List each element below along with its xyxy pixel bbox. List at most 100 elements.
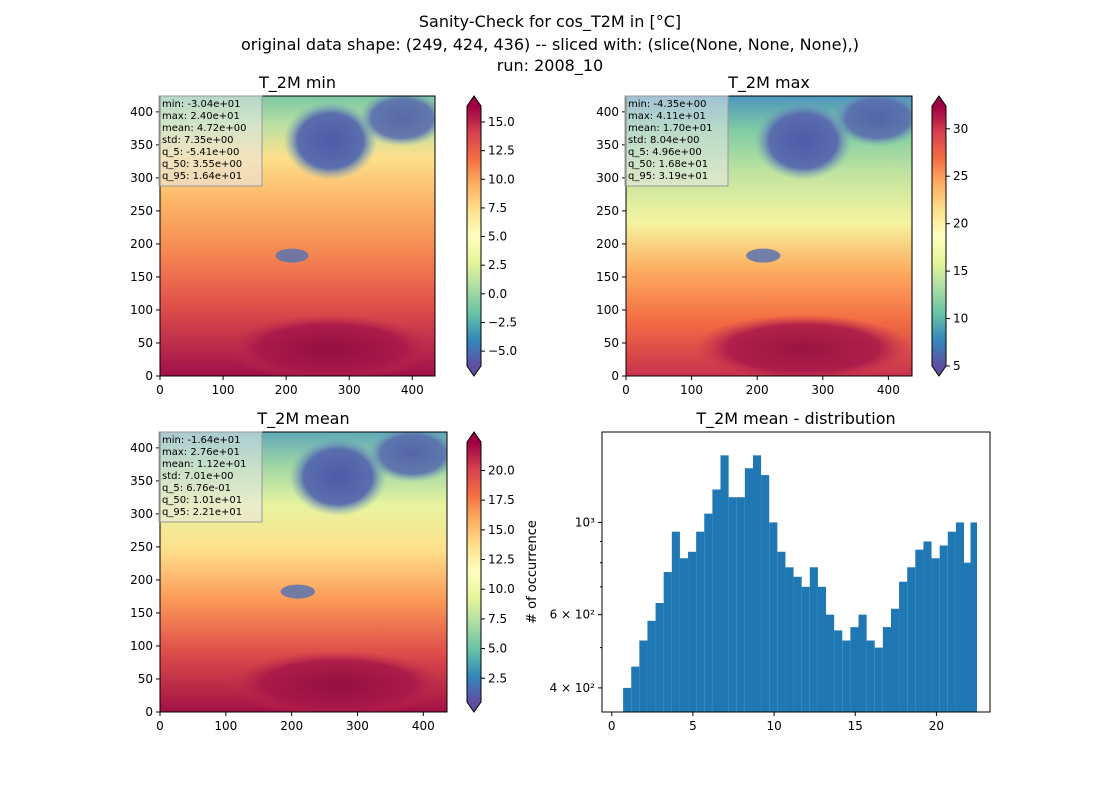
- y-tick-label: 300: [130, 507, 153, 521]
- histogram-bar: [939, 545, 948, 712]
- stats-line: std: 7.01e+00: [162, 471, 234, 482]
- stats-line: q_50: 1.01e+01: [162, 495, 242, 506]
- y-tick-label: 200: [130, 573, 153, 587]
- y-tick-label: 150: [130, 606, 153, 620]
- cold-region-alps: [746, 248, 781, 263]
- y-tick-label: 6 × 10²: [550, 608, 596, 622]
- y-tick-label: 400: [596, 105, 619, 119]
- histogram-bar: [663, 571, 672, 712]
- histogram-bar: [744, 468, 753, 712]
- colorbar-extend-bottom: [932, 366, 946, 376]
- colorbar-tick-label: 15.0: [488, 523, 515, 537]
- histogram-bar: [890, 608, 900, 712]
- y-tick-label: 200: [130, 237, 153, 251]
- map-panel-1: T_2M max 0 100 200 300 400 0 50 100 150 200 250 300 3…: [596, 73, 968, 397]
- hot-region-south: [694, 314, 912, 376]
- histogram-bar: [874, 647, 883, 712]
- y-tick-label: 50: [138, 336, 153, 350]
- stats-line: q_5: 6.76e-01: [162, 483, 231, 494]
- y-tick-label: 300: [596, 171, 619, 185]
- histogram-title: T_2M mean - distribution: [695, 409, 895, 429]
- y-tick-label: 300: [130, 171, 153, 185]
- map-frame: [625, 95, 913, 377]
- histogram-bar: [671, 531, 680, 712]
- map-panel-0: T_2M min 0 100 200 300 400 0 50 100 150 200 250 300 3…: [130, 73, 517, 397]
- cold-region-north: [283, 101, 378, 180]
- stats-line: mean: 1.70e+01: [628, 123, 712, 134]
- colorbar-tick-label: 5: [953, 359, 961, 373]
- stats-box: [158, 431, 263, 523]
- x-tick-label: 15: [848, 719, 863, 733]
- colorbar: [467, 442, 481, 702]
- histogram-bar: [809, 567, 818, 712]
- y-tick-label: 200: [596, 237, 619, 251]
- histogram-bar: [720, 455, 729, 712]
- histogram-bar: [679, 558, 689, 712]
- histogram-bar: [631, 666, 640, 712]
- cold-region-north: [289, 437, 387, 516]
- colorbar-tick-label: 5.0: [488, 642, 507, 656]
- histogram-bar: [842, 640, 851, 712]
- stats-line: mean: 1.12e+01: [162, 459, 246, 470]
- colorbar: [932, 106, 946, 366]
- histogram-bar: [947, 531, 956, 712]
- colorbar-extend-bottom: [467, 702, 481, 712]
- colorbar-extend-bottom: [467, 366, 481, 376]
- y-tick-label: 350: [596, 138, 619, 152]
- histogram-frame: [601, 431, 991, 713]
- map-frame: [159, 95, 436, 377]
- colorbar-tick-label: 20: [953, 217, 968, 231]
- colorbar-tick-label: 17.5: [488, 493, 515, 507]
- colorbar-tick-label: −2.5: [488, 315, 517, 329]
- histogram-bar: [850, 627, 859, 712]
- histogram-bar: [964, 562, 971, 712]
- map-title: T_2M max: [727, 73, 810, 93]
- y-tick-label: 0: [145, 705, 153, 719]
- hot-region-south: [228, 650, 447, 712]
- stats-line: mean: 4.72e+00: [162, 123, 246, 134]
- colorbar-tick-label: 10: [953, 312, 968, 326]
- y-tick-label: 250: [596, 204, 619, 218]
- histogram-bar: [712, 489, 721, 712]
- stats-line: min: -4.35e+00: [628, 99, 707, 110]
- y-axis-label: # of occurrence: [525, 520, 540, 624]
- x-tick-label: 300: [346, 719, 369, 733]
- y-tick-label: 150: [130, 270, 153, 284]
- stats-line: q_5: -5.41e+00: [162, 147, 239, 158]
- cold-region-north: [754, 101, 852, 180]
- histogram-bar: [655, 603, 664, 712]
- y-tick-label: 100: [596, 303, 619, 317]
- colorbar-tick-label: 15: [953, 264, 968, 278]
- colorbar-tick-label: 10.0: [488, 582, 515, 596]
- colorbar-tick-label: 2.5: [488, 671, 507, 685]
- y-tick-label: 250: [130, 204, 153, 218]
- cold-region-alps: [275, 248, 309, 263]
- stats-line: min: -1.64e+01: [162, 435, 241, 446]
- histogram-bar: [793, 576, 802, 712]
- stats-line: q_50: 1.68e+01: [628, 159, 708, 170]
- colorbar-tick-label: −5.0: [488, 344, 517, 358]
- colorbar-extend-top: [932, 96, 946, 106]
- histogram-bar: [728, 497, 737, 712]
- stats-box: [158, 95, 263, 187]
- histogram-bar: [696, 531, 705, 712]
- colorbar-tick-label: 12.5: [488, 553, 515, 567]
- x-tick-label: 0: [622, 383, 630, 397]
- histogram-bar: [826, 614, 835, 712]
- suptitle-line-3: run: 2008_10: [496, 56, 604, 75]
- map-panel-2: T_2M mean 0 100 200 300 400 0 50 100 150 200 250 300…: [130, 409, 515, 733]
- stats-line: q_95: 3.19e+01: [628, 171, 708, 182]
- histogram-bar: [647, 620, 656, 712]
- x-tick-label: 10: [766, 719, 781, 733]
- histogram-bar: [639, 640, 648, 712]
- y-tick-label: 100: [130, 639, 153, 653]
- y-tick-label: 100: [130, 303, 153, 317]
- cold-region-northeast: [831, 96, 912, 147]
- x-tick-label: 300: [811, 383, 834, 397]
- histogram-bar: [858, 614, 867, 712]
- histogram-bar: [752, 455, 762, 712]
- map-frame: [159, 431, 448, 713]
- histogram-bar: [704, 513, 713, 712]
- colorbar-tick-label: 5.0: [488, 230, 507, 244]
- colorbar-outline: [466, 95, 482, 377]
